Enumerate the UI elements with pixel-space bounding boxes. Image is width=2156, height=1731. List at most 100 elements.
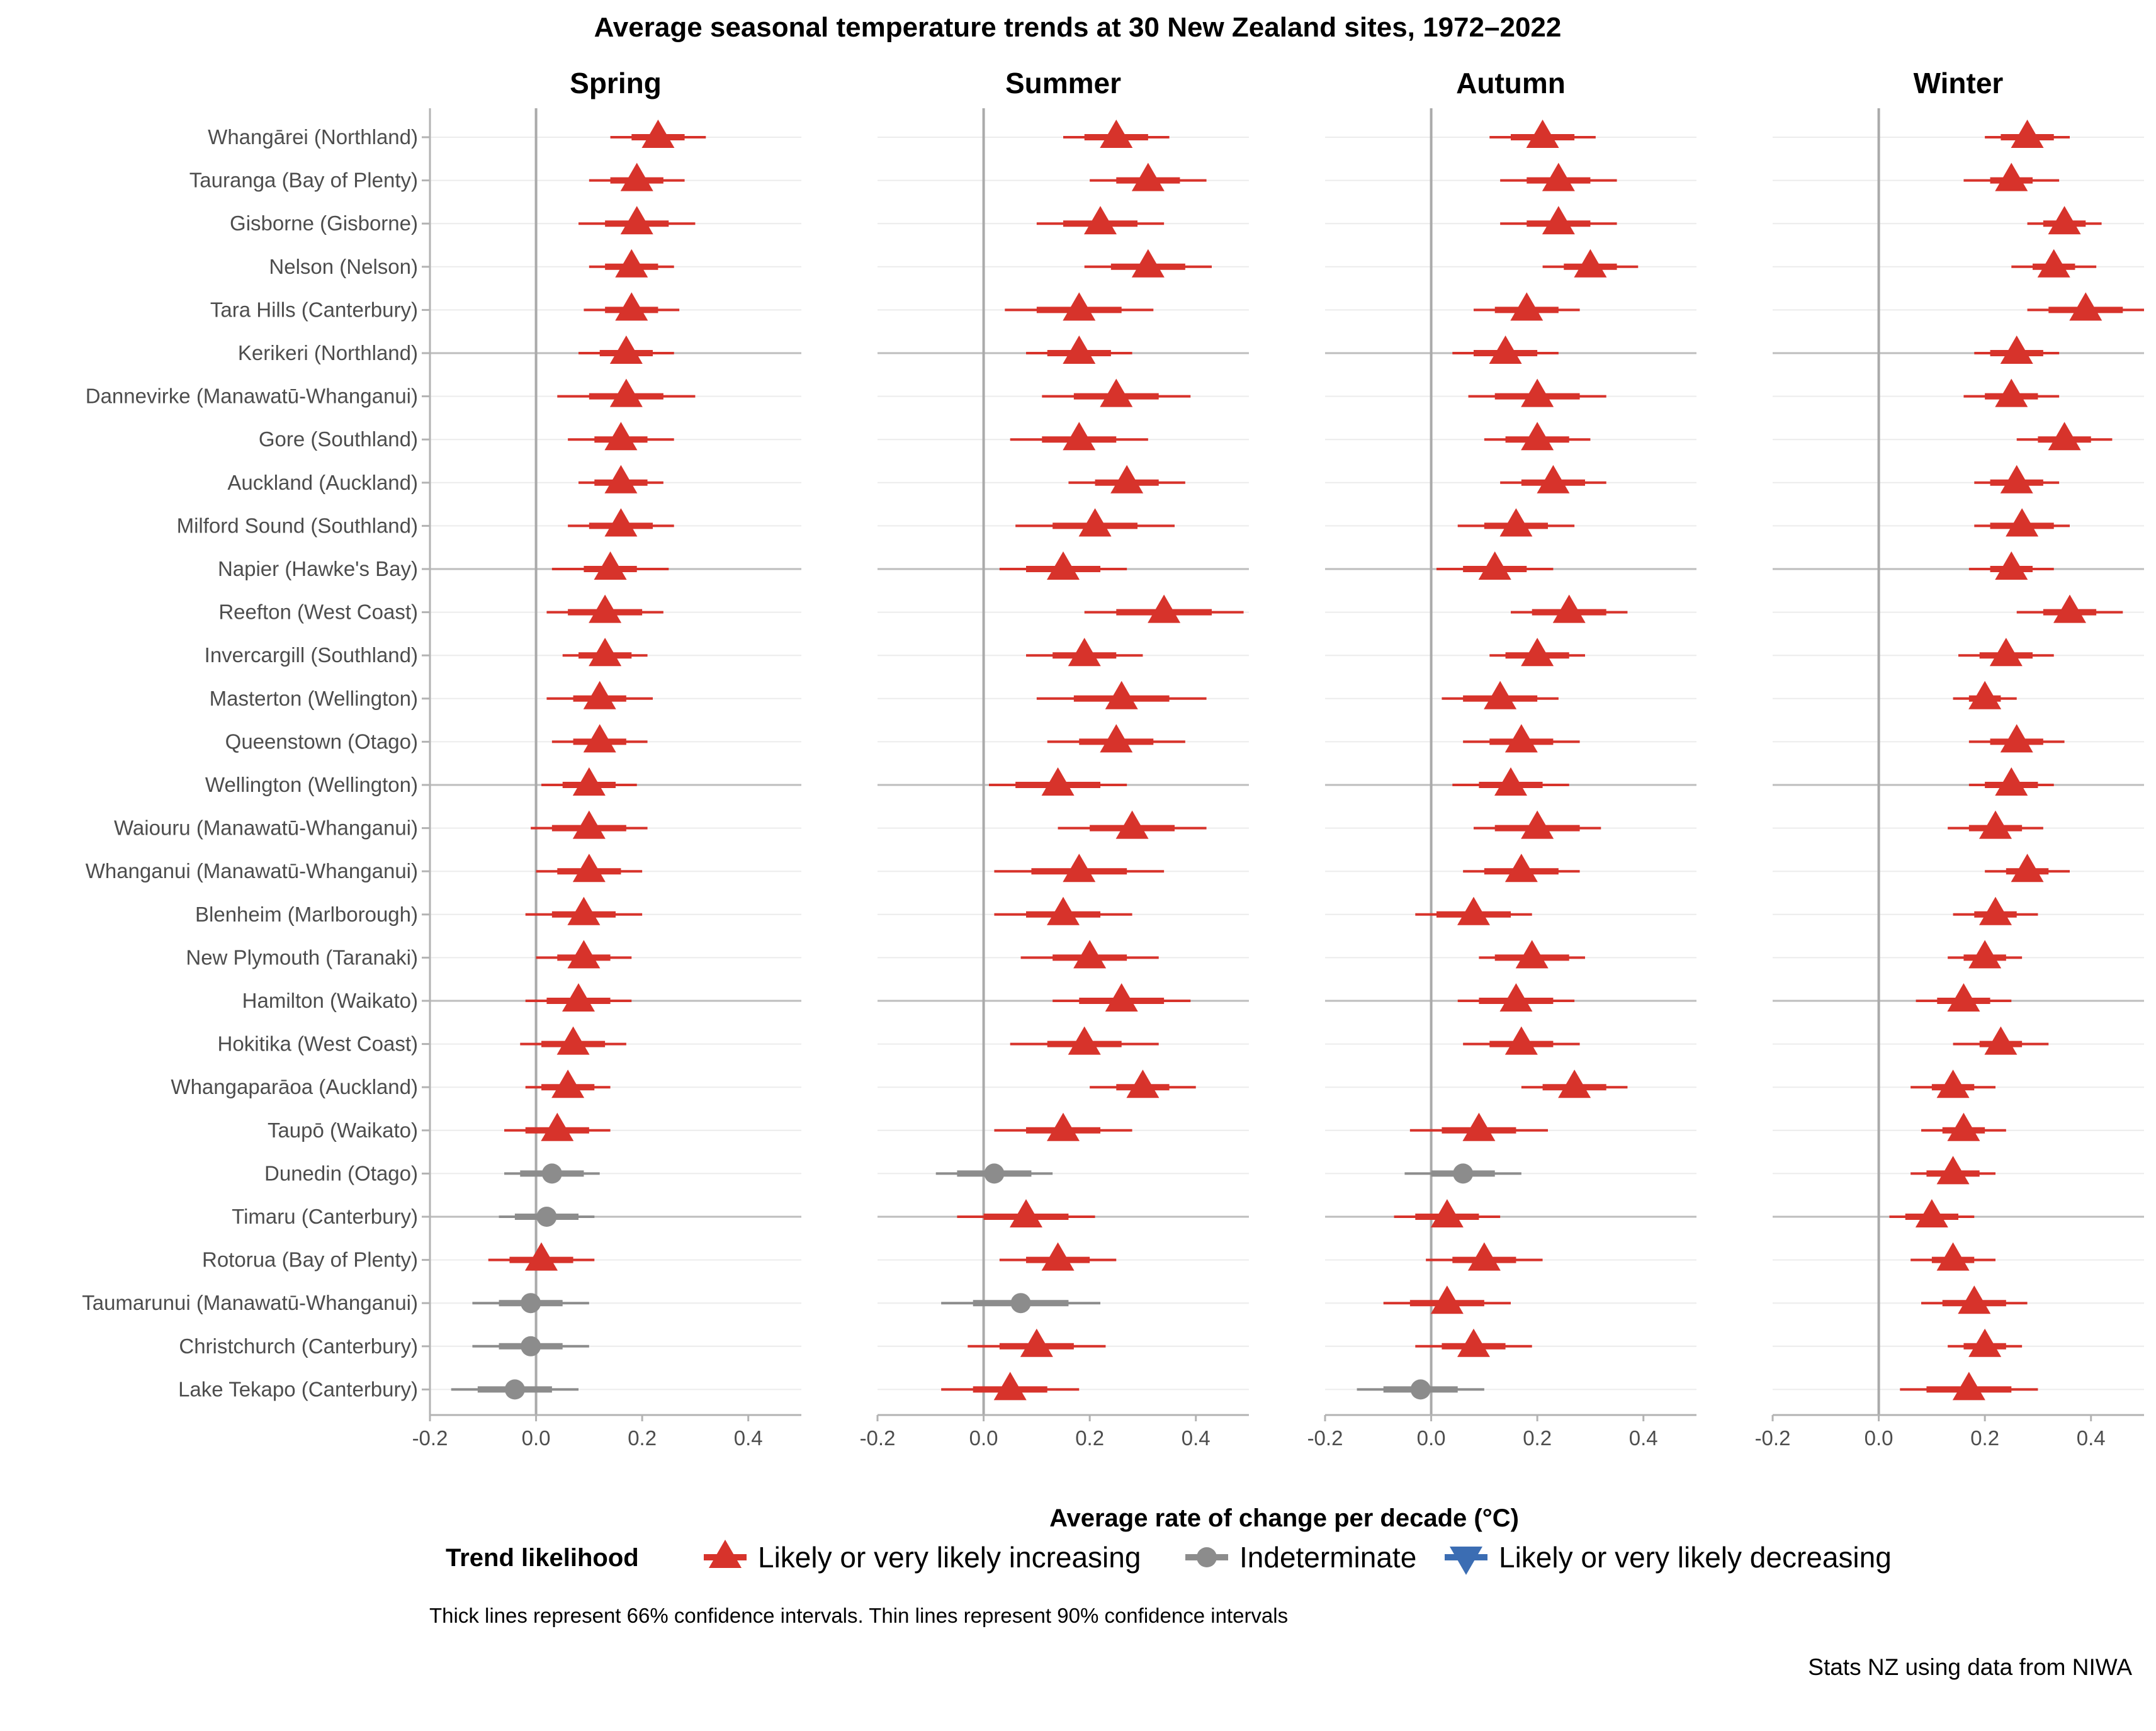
panel-winter: Winter -0.2 0.0 0.2 0.4 [1755, 67, 2144, 1450]
site-label: Hokitika (West Coast) [218, 1032, 418, 1056]
point-increasing [1504, 724, 1538, 753]
point-increasing [2037, 249, 2070, 278]
point-increasing [1105, 680, 1138, 709]
point-increasing [1084, 206, 1117, 235]
point-increasing [2000, 724, 2033, 753]
point-increasing [572, 854, 606, 882]
point-increasing [1968, 940, 2002, 969]
site-label: Queenstown (Otago) [225, 730, 418, 753]
x-tick-label: 0.4 [1629, 1426, 1658, 1450]
x-tick-label: 0.4 [2077, 1426, 2106, 1450]
footnote: Thick lines represent 66% confidence int… [429, 1604, 1289, 1627]
site-label: Tauranga (Bay of Plenty) [189, 169, 418, 192]
x-tick-label: 0.0 [1417, 1426, 1446, 1450]
point-increasing [1010, 1199, 1042, 1227]
point-increasing [594, 551, 627, 580]
point-increasing [1430, 1199, 1464, 1227]
site-label: Christchurch (Canterbury) [179, 1334, 418, 1358]
point-increasing [1115, 810, 1149, 839]
site-label: Milford Sound (Southland) [177, 514, 418, 537]
point-increasing [1489, 335, 1522, 364]
legend-title: Trend likelihood [446, 1544, 639, 1572]
site-label: Timaru (Canterbury) [232, 1205, 418, 1228]
site-label: New Plymouth (Taranaki) [186, 945, 418, 969]
panel-spring: Spring -0.2 0.0 0.2 0.4 [412, 67, 801, 1450]
point-increasing [641, 120, 675, 148]
point-increasing [1989, 638, 2023, 667]
point-increasing [604, 422, 638, 451]
site-label: Lake Tekapo (Canterbury) [178, 1377, 418, 1401]
point-increasing [1521, 422, 1554, 451]
point-increasing [589, 638, 622, 667]
point-increasing [1947, 983, 1980, 1012]
point-increasing [1047, 896, 1080, 925]
point-increasing [1968, 1328, 2002, 1357]
site-label: Gore (Southland) [259, 427, 418, 451]
point-increasing [1499, 983, 1533, 1012]
point-increasing [1131, 162, 1165, 191]
point-increasing [1484, 680, 1517, 709]
point-increasing [589, 594, 622, 623]
x-tick-label: -0.2 [860, 1426, 896, 1450]
point-increasing [1100, 378, 1133, 407]
point-increasing [1515, 940, 1549, 969]
point-indeterminate [1010, 1293, 1031, 1314]
panel-autumn: Autumn -0.2 0.0 0.2 0.4 [1307, 67, 1696, 1450]
point-indeterminate [984, 1163, 1005, 1184]
point-increasing [1499, 508, 1533, 537]
site-label: Taupō (Waikato) [268, 1119, 418, 1142]
point-increasing [572, 767, 606, 796]
point-increasing [1020, 1328, 1053, 1357]
point-increasing [1105, 983, 1138, 1012]
point-increasing [1041, 767, 1075, 796]
point-increasing [2000, 335, 2033, 364]
point-increasing [1915, 1199, 1948, 1227]
point-increasing [1478, 551, 1511, 580]
x-tick-label: -0.2 [412, 1426, 448, 1450]
point-increasing [1467, 1242, 1501, 1271]
point-increasing [2011, 120, 2044, 148]
point-increasing [1110, 465, 1144, 493]
x-tick-label: -0.2 [1307, 1426, 1343, 1450]
point-increasing [609, 378, 643, 407]
x-tick-label: 0.2 [1970, 1426, 1999, 1450]
panel-title: Autumn [1456, 67, 1566, 99]
x-tick-label: 0.4 [734, 1426, 763, 1450]
point-increasing [1100, 120, 1133, 148]
point-increasing [2048, 422, 2081, 451]
point-increasing [1504, 854, 1538, 882]
site-label: Kerikeri (Northland) [238, 341, 418, 364]
point-increasing [1063, 335, 1096, 364]
point-increasing [1995, 767, 2028, 796]
site-label: Gisborne (Gisborne) [230, 211, 418, 235]
site-label: Whangaparāoa (Auckland) [171, 1075, 418, 1098]
point-increasing [1063, 292, 1096, 321]
point-increasing [556, 1026, 590, 1055]
site-label: Auckland (Auckland) [227, 471, 418, 494]
point-increasing [1047, 551, 1080, 580]
point-increasing [525, 1242, 558, 1271]
panel-title: Winter [1914, 67, 2004, 99]
source-note: Stats NZ using data from NIWA [1808, 1654, 2132, 1680]
point-increasing [1504, 1026, 1538, 1055]
x-tick-label: -0.2 [1755, 1426, 1791, 1450]
site-label: Invercargill (Southland) [205, 643, 418, 667]
point-increasing [1521, 810, 1554, 839]
point-increasing [1068, 638, 1101, 667]
point-increasing [1063, 422, 1096, 451]
point-increasing [1947, 1112, 1980, 1141]
point-increasing [1073, 940, 1107, 969]
point-indeterminate [1453, 1163, 1474, 1184]
x-tick-label: 0.2 [1523, 1426, 1552, 1450]
site-label: Whanganui (Manawatū-Whanganui) [86, 859, 418, 882]
legend-key-circle [1197, 1547, 1217, 1567]
x-tick-label: 0.2 [628, 1426, 657, 1450]
point-increasing [1047, 1112, 1080, 1141]
site-labels: Whangārei (Northland) Tauranga (Bay of Pl… [82, 125, 430, 1401]
point-increasing [567, 940, 601, 969]
panel-title: Summer [1005, 67, 1121, 99]
point-increasing [1979, 810, 2012, 839]
point-increasing [1457, 1328, 1490, 1357]
point-increasing [551, 1069, 585, 1098]
point-increasing [1552, 594, 1586, 623]
